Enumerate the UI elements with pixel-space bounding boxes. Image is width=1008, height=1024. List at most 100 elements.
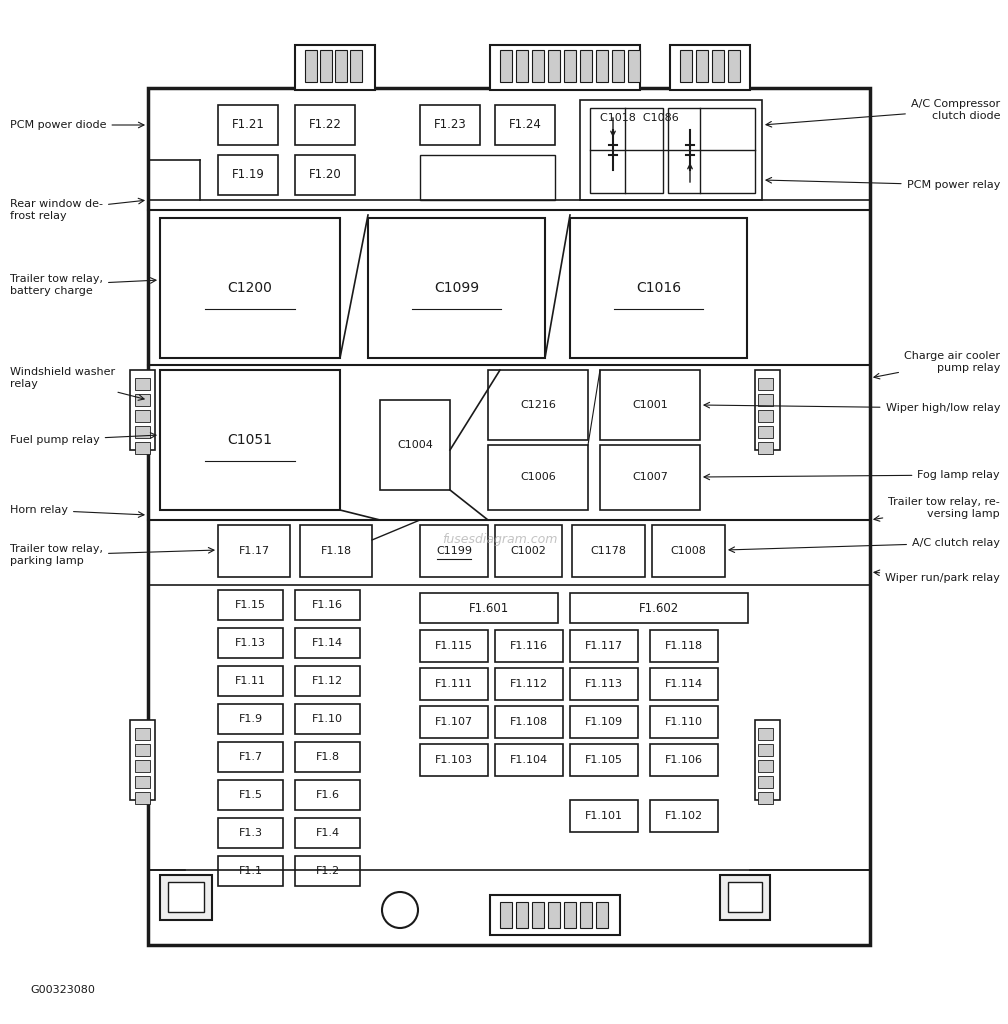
Bar <box>500 50 512 82</box>
Text: F1.113: F1.113 <box>585 679 623 689</box>
Bar <box>720 874 770 920</box>
Bar <box>218 155 278 195</box>
Bar <box>580 100 762 200</box>
Bar <box>420 630 488 662</box>
Text: F1.23: F1.23 <box>433 119 467 131</box>
Text: F1.114: F1.114 <box>665 679 703 689</box>
Text: F1.112: F1.112 <box>510 679 548 689</box>
Text: F1.106: F1.106 <box>665 755 703 765</box>
Text: F1.104: F1.104 <box>510 755 548 765</box>
Bar <box>135 744 150 756</box>
Text: F1.17: F1.17 <box>239 546 269 556</box>
Bar <box>300 525 372 577</box>
Text: F1.107: F1.107 <box>434 717 473 727</box>
Text: G00323080: G00323080 <box>30 985 95 995</box>
Text: Charge air cooler
pump relay: Charge air cooler pump relay <box>874 351 1000 379</box>
Text: F1.117: F1.117 <box>585 641 623 651</box>
Bar <box>600 370 700 440</box>
Text: F1.105: F1.105 <box>585 755 623 765</box>
Bar <box>380 400 450 490</box>
Text: PCM power diode: PCM power diode <box>10 120 144 130</box>
Text: F1.602: F1.602 <box>639 601 679 614</box>
Bar <box>130 720 155 800</box>
Text: Windshield washer
relay: Windshield washer relay <box>10 368 144 400</box>
Bar <box>495 105 555 145</box>
Text: F1.3: F1.3 <box>239 828 262 838</box>
Text: PCM power relay: PCM power relay <box>766 177 1000 190</box>
Text: Fuel pump relay: Fuel pump relay <box>10 433 156 445</box>
Bar <box>295 590 360 620</box>
Bar <box>295 780 360 810</box>
Bar <box>218 705 283 734</box>
Bar <box>596 902 608 928</box>
Bar <box>420 105 480 145</box>
Text: C1178: C1178 <box>591 546 627 556</box>
Bar <box>218 590 283 620</box>
Bar <box>160 874 212 920</box>
Bar <box>696 50 708 82</box>
Text: F1.12: F1.12 <box>311 676 343 686</box>
Bar <box>755 370 780 450</box>
Bar <box>135 426 150 438</box>
Bar <box>295 628 360 658</box>
Bar <box>516 50 528 82</box>
Bar <box>160 370 340 510</box>
Text: F1.22: F1.22 <box>308 119 342 131</box>
Bar <box>572 525 645 577</box>
Text: F1.13: F1.13 <box>235 638 266 648</box>
Bar <box>570 218 747 358</box>
Text: F1.8: F1.8 <box>316 752 340 762</box>
Bar <box>532 50 544 82</box>
Bar <box>490 895 620 935</box>
Bar <box>570 800 638 831</box>
Text: Wiper run/park relay: Wiper run/park relay <box>874 570 1000 583</box>
Bar <box>420 706 488 738</box>
Bar <box>295 666 360 696</box>
Bar <box>218 525 290 577</box>
Bar <box>712 50 724 82</box>
Bar <box>650 630 718 662</box>
Text: F1.108: F1.108 <box>510 717 548 727</box>
Bar <box>564 902 576 928</box>
Bar <box>580 50 592 82</box>
Text: C1051: C1051 <box>228 433 272 447</box>
Bar <box>420 744 488 776</box>
Bar <box>612 50 624 82</box>
Bar <box>570 744 638 776</box>
Text: F1.2: F1.2 <box>316 866 340 876</box>
Text: C1016: C1016 <box>636 281 681 295</box>
Bar <box>755 720 780 800</box>
Text: F1.102: F1.102 <box>665 811 703 821</box>
Bar <box>495 744 563 776</box>
Bar <box>590 108 663 193</box>
Bar <box>135 728 150 740</box>
Bar <box>548 50 560 82</box>
Bar <box>350 50 362 82</box>
Bar <box>295 705 360 734</box>
Bar <box>650 668 718 700</box>
Bar <box>758 728 773 740</box>
Bar <box>570 630 638 662</box>
Bar <box>135 792 150 804</box>
Text: F1.15: F1.15 <box>235 600 266 610</box>
Bar <box>650 744 718 776</box>
Text: F1.118: F1.118 <box>665 641 703 651</box>
Text: F1.14: F1.14 <box>311 638 343 648</box>
Text: F1.9: F1.9 <box>239 714 262 724</box>
Text: F1.109: F1.109 <box>585 717 623 727</box>
Text: F1.115: F1.115 <box>435 641 473 651</box>
Text: C1007: C1007 <box>632 472 668 482</box>
Text: A/C Compressor
clutch diode: A/C Compressor clutch diode <box>766 99 1000 127</box>
Text: F1.103: F1.103 <box>435 755 473 765</box>
Bar <box>670 45 750 90</box>
Bar <box>420 593 558 623</box>
Bar <box>160 218 340 358</box>
Bar <box>758 378 773 390</box>
Bar <box>758 760 773 772</box>
Bar <box>218 780 283 810</box>
Bar <box>628 50 640 82</box>
Text: F1.21: F1.21 <box>232 119 264 131</box>
Text: C1099: C1099 <box>433 281 479 295</box>
Bar <box>218 742 283 772</box>
Bar <box>758 426 773 438</box>
